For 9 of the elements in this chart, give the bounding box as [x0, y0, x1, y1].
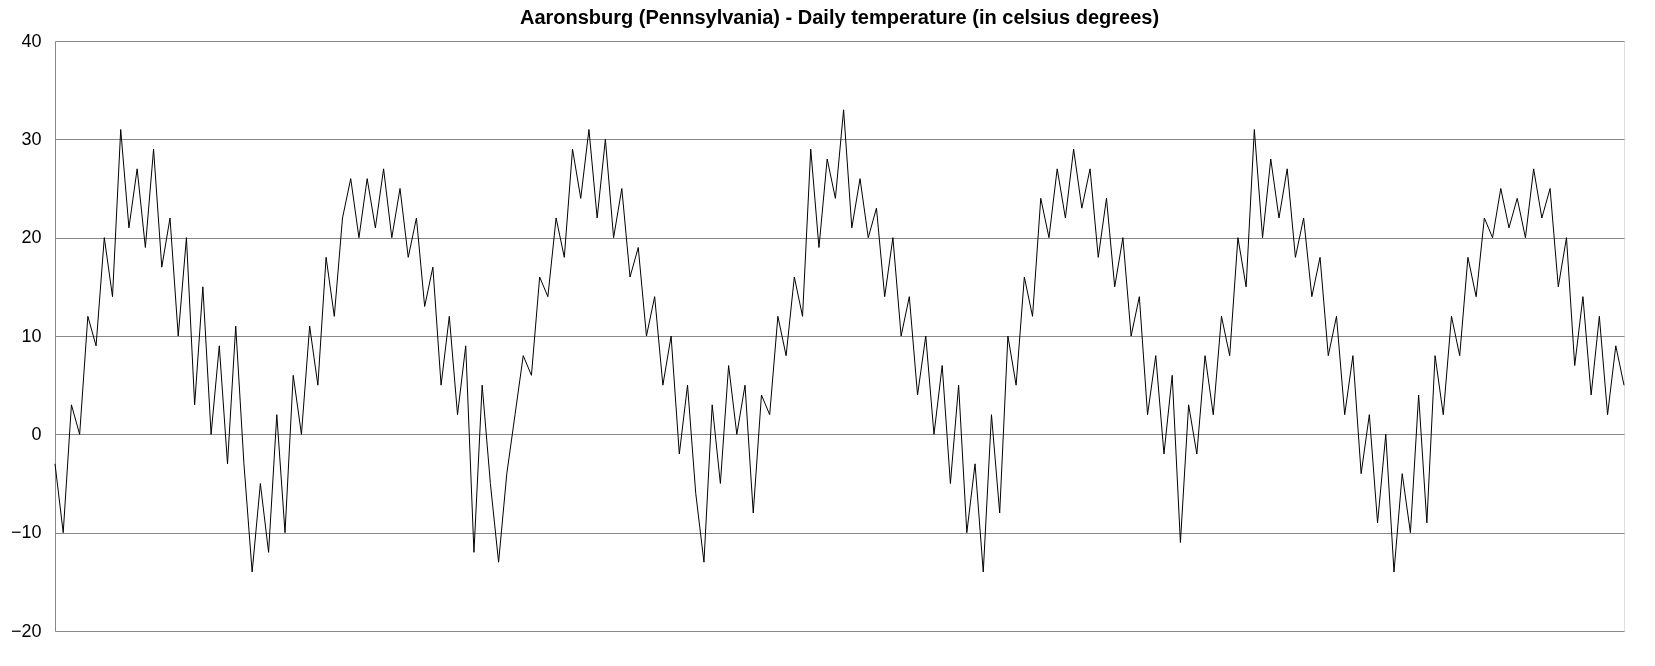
chart-title: Aaronsburg (Pennsylvania) - Daily temperature (in celsius degrees): [519, 6, 1160, 28]
y-tick-label: 10: [21, 325, 42, 346]
y-tick-label: 40: [21, 30, 42, 51]
y-tick-label: 20: [21, 227, 42, 248]
line-series: [54, 109, 1625, 573]
y-tick-label: 30: [21, 128, 42, 149]
y-tick-label: −20: [10, 620, 42, 641]
y-tick-label: 0: [31, 423, 42, 444]
y-tick-label: −10: [10, 522, 42, 543]
